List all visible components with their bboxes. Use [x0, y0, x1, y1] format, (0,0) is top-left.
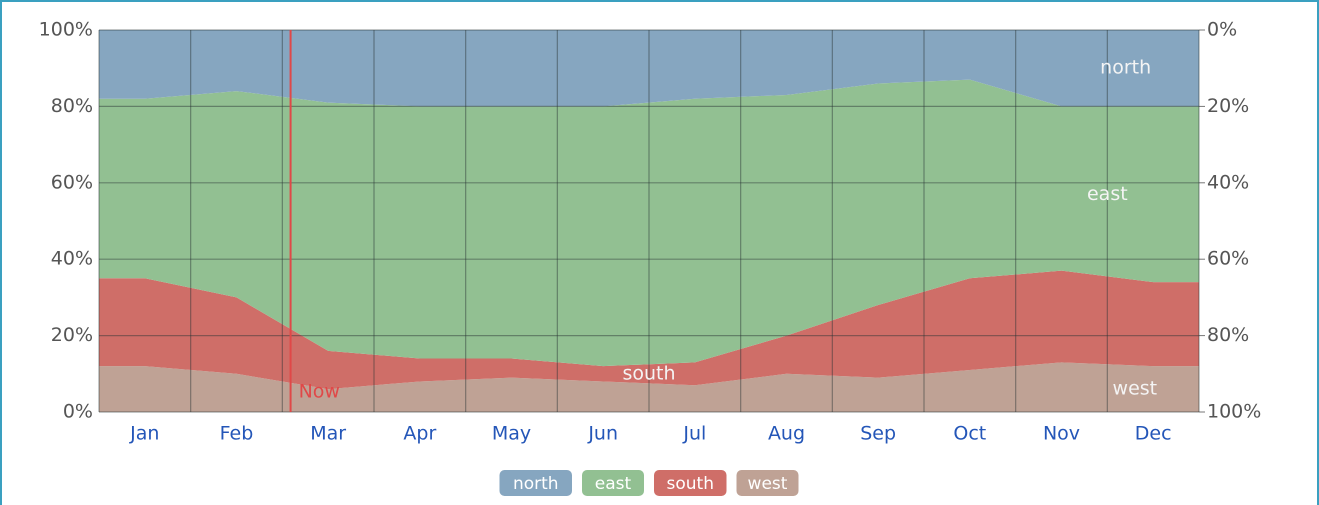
- legend-chip: [582, 470, 644, 496]
- area-east: [99, 79, 1199, 367]
- series-label: west: [1113, 378, 1158, 400]
- series-label: north: [1100, 57, 1151, 79]
- labels: Now west south east north: [289, 30, 1158, 412]
- y2-tick-label: 20%: [1207, 95, 1249, 117]
- legend-chip: [654, 470, 727, 496]
- now-label: Now: [299, 381, 340, 403]
- x-tick-label: Jan: [129, 423, 159, 445]
- areas: [99, 30, 1199, 412]
- y-tick-label: 20%: [51, 324, 93, 346]
- x-tick-label: Jul: [682, 423, 706, 445]
- y-tick-label: 100%: [39, 19, 93, 41]
- series-label: east: [1087, 183, 1128, 205]
- grid: 0% 20% 40% 60% 80% 100% 0% 20% 40% 60% 80% 100% Jan F…: [39, 19, 1262, 445]
- legend: north east south west: [499, 470, 799, 496]
- x-tick-label: Jun: [587, 423, 618, 445]
- y-tick-label: 0%: [63, 401, 93, 423]
- x-tick-label: Aug: [768, 423, 805, 445]
- legend-label: north: [513, 474, 559, 494]
- legend-label: west: [748, 474, 788, 494]
- x-tick-label: Nov: [1043, 423, 1080, 445]
- y-tick-label: 60%: [51, 171, 93, 193]
- x-tick-label: Sep: [860, 423, 896, 445]
- legend-label: south: [667, 474, 714, 494]
- x-tick-label: Oct: [953, 423, 986, 445]
- y2-tick-label: 60%: [1207, 248, 1249, 270]
- legend-chip: [736, 470, 799, 496]
- legend-chip: [499, 470, 572, 496]
- x-tick-label: May: [492, 423, 531, 445]
- area-north: [99, 30, 1199, 107]
- y2-tick-label: 40%: [1207, 171, 1249, 193]
- y2-tick-label: 100%: [1207, 401, 1261, 423]
- x-tick-label: Mar: [310, 423, 346, 445]
- area-west: [99, 362, 1199, 412]
- x-tick-label: Apr: [403, 423, 436, 445]
- x-tick-label: Dec: [1135, 423, 1172, 445]
- series-label: south: [622, 362, 675, 384]
- legend-label: east: [595, 474, 632, 494]
- x-tick-label: Feb: [220, 423, 254, 445]
- y-tick-label: 80%: [51, 95, 93, 117]
- y2-tick-label: 0%: [1207, 19, 1237, 41]
- area-south: [99, 270, 1199, 390]
- y2-tick-label: 80%: [1207, 324, 1249, 346]
- y-tick-label: 40%: [51, 248, 93, 270]
